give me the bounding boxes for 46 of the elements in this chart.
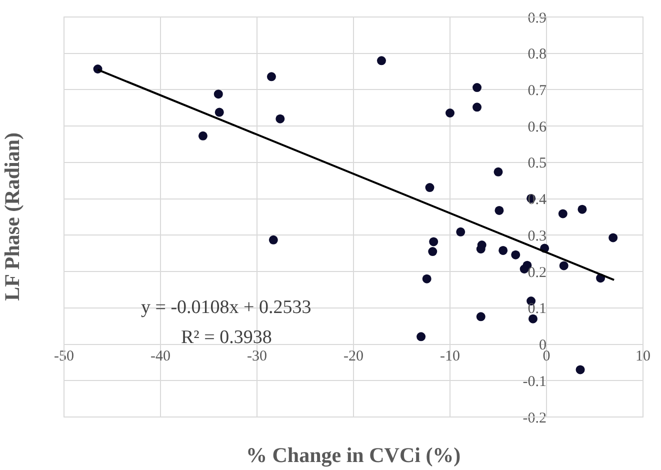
- y-axis-title: LF Phase (Radian): [0, 132, 24, 301]
- point: [520, 264, 529, 274]
- point: [214, 90, 223, 99]
- point: [376, 56, 386, 66]
- point: [578, 204, 587, 214]
- point: [528, 314, 538, 324]
- point: [559, 261, 568, 270]
- x-tick-label: 10: [636, 348, 650, 364]
- point: [429, 237, 438, 246]
- point: [198, 131, 208, 140]
- y-tick-label: 0.5: [528, 156, 546, 172]
- x-axis-title: % Change in CVCi (%): [246, 443, 461, 467]
- point: [511, 250, 520, 260]
- y-tick-label: 0.1: [528, 301, 546, 318]
- point: [456, 227, 466, 236]
- y-tick-label: -0.1: [522, 374, 546, 390]
- point: [558, 209, 568, 218]
- point: [498, 246, 508, 255]
- y-tick-label: 0.7: [528, 82, 547, 99]
- point: [476, 312, 486, 322]
- point: [494, 167, 503, 176]
- point: [472, 83, 482, 92]
- y-tick-label: 0.2: [528, 264, 546, 281]
- point: [214, 108, 224, 117]
- annotation: R² = 0.3938: [181, 327, 272, 348]
- point: [494, 206, 504, 215]
- point: [276, 114, 285, 124]
- point: [425, 183, 434, 192]
- point: [446, 108, 454, 118]
- point: [428, 247, 438, 256]
- point: [576, 365, 585, 374]
- point: [268, 235, 278, 244]
- x-tick-label: -30: [247, 348, 267, 364]
- point: [472, 102, 482, 112]
- point: [416, 332, 426, 342]
- x-tick-label: -20: [344, 348, 364, 364]
- y-tick-label: 0.6: [528, 119, 547, 136]
- point: [422, 274, 432, 284]
- x-tick-label: -40: [150, 348, 170, 364]
- y-tick-label: 0.4: [528, 192, 547, 208]
- y-tick-label: 0.8: [528, 46, 546, 63]
- point: [266, 72, 276, 82]
- point: [608, 233, 618, 242]
- x-tick-label: -10: [440, 348, 460, 364]
- annotation: y = -0.0108x + 0.2533: [141, 297, 312, 318]
- y-tick-label: 0.3: [528, 228, 546, 244]
